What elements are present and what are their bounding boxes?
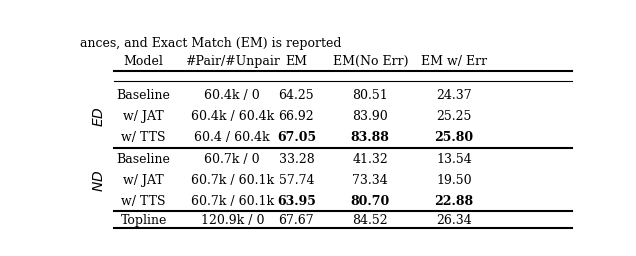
Text: 64.25: 64.25 bbox=[279, 89, 314, 102]
Text: 84.52: 84.52 bbox=[352, 214, 388, 227]
Text: 83.88: 83.88 bbox=[351, 131, 390, 144]
Text: 120.9k / 0: 120.9k / 0 bbox=[200, 214, 264, 227]
Text: 26.34: 26.34 bbox=[436, 214, 472, 227]
Text: 19.50: 19.50 bbox=[436, 174, 472, 187]
Text: Model: Model bbox=[123, 55, 163, 68]
Text: ances, and Exact Match (EM) is reported: ances, and Exact Match (EM) is reported bbox=[80, 37, 341, 50]
Text: 80.70: 80.70 bbox=[350, 195, 390, 208]
Text: w/ TTS: w/ TTS bbox=[121, 131, 166, 144]
Text: Baseline: Baseline bbox=[116, 89, 170, 102]
Text: 67.67: 67.67 bbox=[279, 214, 314, 227]
Text: 66.92: 66.92 bbox=[279, 110, 314, 123]
Text: w/ TTS: w/ TTS bbox=[121, 195, 166, 208]
Text: 60.7k / 60.1k: 60.7k / 60.1k bbox=[191, 174, 274, 187]
Text: w/ JAT: w/ JAT bbox=[123, 110, 164, 123]
Text: 33.28: 33.28 bbox=[279, 153, 314, 166]
Text: EM: EM bbox=[286, 55, 307, 68]
Text: 80.51: 80.51 bbox=[352, 89, 388, 102]
Text: 83.90: 83.90 bbox=[352, 110, 388, 123]
Text: $\mathit{ED}$: $\mathit{ED}$ bbox=[92, 106, 106, 127]
Text: 25.80: 25.80 bbox=[434, 131, 474, 144]
Text: w/ JAT: w/ JAT bbox=[123, 174, 164, 187]
Text: Baseline: Baseline bbox=[116, 153, 170, 166]
Text: 63.95: 63.95 bbox=[277, 195, 316, 208]
Text: 60.4k / 60.4k: 60.4k / 60.4k bbox=[191, 110, 274, 123]
Text: 60.4 / 60.4k: 60.4 / 60.4k bbox=[195, 131, 270, 144]
Text: EM(No Err): EM(No Err) bbox=[333, 55, 408, 68]
Text: EM w/ Err: EM w/ Err bbox=[421, 55, 487, 68]
Text: #Pair/#Unpair: #Pair/#Unpair bbox=[185, 55, 280, 68]
Text: 60.7k / 0: 60.7k / 0 bbox=[205, 153, 260, 166]
Text: 57.74: 57.74 bbox=[279, 174, 314, 187]
Text: 73.34: 73.34 bbox=[352, 174, 388, 187]
Text: 60.4k / 0: 60.4k / 0 bbox=[204, 89, 260, 102]
Text: 60.7k / 60.1k: 60.7k / 60.1k bbox=[191, 195, 274, 208]
Text: 25.25: 25.25 bbox=[436, 110, 472, 123]
Text: 22.88: 22.88 bbox=[434, 195, 474, 208]
Text: Topline: Topline bbox=[120, 214, 167, 227]
Text: $\mathit{ND}$: $\mathit{ND}$ bbox=[92, 169, 106, 192]
Text: 24.37: 24.37 bbox=[436, 89, 472, 102]
Text: 13.54: 13.54 bbox=[436, 153, 472, 166]
Text: 41.32: 41.32 bbox=[352, 153, 388, 166]
Text: 67.05: 67.05 bbox=[277, 131, 316, 144]
